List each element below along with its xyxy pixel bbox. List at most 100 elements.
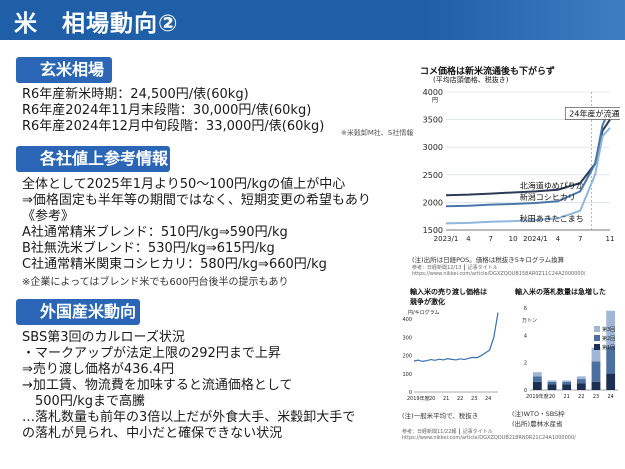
chart3-ytick-label: 4 xyxy=(524,333,527,339)
chart1-ytick-label: 3000 xyxy=(423,143,443,152)
chart1-series-label: 秋田あきたこまち xyxy=(520,213,584,223)
chart1-ytick-label: 1500 xyxy=(423,226,443,235)
chart1-annotation-box xyxy=(564,107,620,120)
price-up-line: C社通常精米関東コシヒカリ：580円/kg⇒660円/kg xyxy=(22,257,327,272)
chart1-xtick-label: 2024/1 xyxy=(523,235,548,243)
chart3-bar-segment xyxy=(532,376,542,382)
chart1-ylabel: 円 xyxy=(432,97,438,104)
foreign-line: ・マークアップが法定上限の292円まで上昇 xyxy=(22,346,281,361)
chart3-bar-segment xyxy=(606,310,616,347)
chart2-source: (注)一般米平均で、税抜き xyxy=(402,412,479,420)
section-label-foreign: 外国産米動向 xyxy=(16,299,140,325)
chart3-ylabel: 万トン xyxy=(522,318,537,324)
chart1-xtick-label: 10 xyxy=(509,235,518,243)
genmai-source-note: ※米穀卸M社、S社情報 xyxy=(341,129,414,137)
chart3-bar-segment xyxy=(606,346,616,374)
price-up-line: 全体として2025年1月より50～100円/kgの値上が中心 xyxy=(22,177,346,192)
section-label-price-up: 各社値上参考情報 xyxy=(16,146,170,172)
chart1-plot: 4000 3500 3000 2500 2000 1500 円 2023/1 4 7 10 2024/… xyxy=(423,88,620,243)
chart3-footer: 参考：日経新聞11/22報 ┃ 記事タイトル https://www.nikke… xyxy=(402,429,576,441)
chart3-bar-segment xyxy=(591,381,601,390)
chart2-ytick-label: 0 xyxy=(409,390,412,396)
chart3-legend-label: 第2回 xyxy=(602,335,615,342)
chart2-title: 輸入米の売り渡し価格は 競争が激化 xyxy=(410,288,487,306)
foreign-line: …落札数量も前年の3倍以上だが外食大手、米穀卸大手で xyxy=(22,410,356,425)
chart1-xtick-label: 7 xyxy=(578,235,582,243)
chart1-subtitle: (平均店頭価格、税抜き) xyxy=(433,76,509,84)
chart3-bar-segment xyxy=(562,380,572,382)
chart3-legend-swatch xyxy=(594,335,600,341)
foreign-line: SBS第3回のカルローズ状況 xyxy=(22,330,185,345)
chart2-ytick-label: 100 xyxy=(402,372,412,378)
chart1-xtick-label: 2023/1 xyxy=(434,235,459,243)
chart1-xtick-label: 7 xyxy=(488,235,492,243)
chart3-bar-segment xyxy=(562,384,572,390)
chart3-legend-swatch xyxy=(594,344,600,350)
chart1-xtick-label: 4 xyxy=(556,235,561,243)
chart2-xtick-label: 21 xyxy=(443,396,449,402)
genmai-line: R6年産新米時期：24,500円/俵(60kg) xyxy=(22,87,249,102)
chart1-annotation: 24年産が流通 xyxy=(569,108,619,118)
chart1-series-line xyxy=(445,127,611,225)
chart1-ytick-label: 2500 xyxy=(423,171,443,180)
chart3-xtick-label: 21 xyxy=(563,394,569,400)
chart2-xtick-label: 22 xyxy=(457,396,463,402)
genmai-line: R6年産2024年11月末段階：30,000円/俵(60kg) xyxy=(22,103,312,118)
chart3-bar-segment xyxy=(576,379,586,384)
chart3-bar-segment xyxy=(532,372,542,377)
genmai-text: R6年産新米時期：24,500円/俵(60kg) R6年産2024年11月末段階… xyxy=(22,87,324,135)
chart1-series-label: 新潟コシヒカリ xyxy=(520,192,576,202)
chart1-series-line xyxy=(445,108,611,208)
chart2-ytick-label: 400 xyxy=(402,317,412,323)
price-up-note: ※企業によってはブレンド米でも600円台後半の提示もあり xyxy=(22,277,289,288)
chart3-bar-segment xyxy=(606,373,616,390)
chart3-source: (注)WTO・SBS枠 (出所)農林水産省 xyxy=(512,410,565,428)
chart1-ytick-label: 3500 xyxy=(423,116,443,125)
chart2-ytick-label: 300 xyxy=(402,335,412,341)
price-up-line: B社無洗米ブレンド：530円/kg⇒615円/kg xyxy=(22,241,275,256)
chart2-xtick-label: 20 xyxy=(429,396,435,402)
price-up-line: A社通常精米ブレンド：510円/kg⇒590円/kg xyxy=(22,225,288,240)
chart3-xtick-label: 22 xyxy=(578,394,584,400)
chart3-bar-segment xyxy=(591,361,601,382)
foreign-line: の落札が見られ、中小だと確保できない状況 xyxy=(22,426,283,441)
chart3-ytick-label: 0 xyxy=(524,388,527,394)
chart3-bar-segment xyxy=(562,381,572,385)
chart1-ytick-label: 4000 xyxy=(423,88,443,97)
chart3-legend-label: 第3回 xyxy=(602,326,615,333)
chart2-xtick-label: 23 xyxy=(471,396,477,402)
foreign-line: 500円/kgまで高騰 xyxy=(22,394,145,409)
chart1-xtick-label: 4 xyxy=(466,235,471,243)
chart3-xtick-label: 2019年度 xyxy=(526,393,549,400)
chart3-xtick-label: 20 xyxy=(549,394,555,400)
page-title: 米 相場動向② xyxy=(14,11,179,37)
chart2-ytick-label: 200 xyxy=(402,354,412,360)
chart1-xtick-label: 11 xyxy=(606,235,615,243)
chart2-xtick-label: 24 xyxy=(485,396,491,402)
chart3-ytick-label: 6 xyxy=(524,306,527,312)
chart1-title: コメ価格は新米流通後も下がらず xyxy=(420,67,555,77)
title-bar: 米 相場動向② xyxy=(0,0,625,40)
chart3-bar-segment xyxy=(547,381,557,385)
chart1-source: (注)出所は日経POS。価格は税抜き5キログラム換算 xyxy=(412,256,565,264)
foreign-line: ⇒売り渡し価格が436.4円 xyxy=(22,362,175,377)
chart3-bar-segment xyxy=(591,347,601,362)
chart3-bar-segment xyxy=(532,381,542,390)
title-bar-gradient xyxy=(425,0,625,40)
chart3-xtick-label: 24 xyxy=(607,394,613,400)
chart3-legend-swatch xyxy=(594,326,600,332)
genmai-line: R6年産2024年12月中旬段階：33,000円/俵(60kg) xyxy=(22,119,325,134)
foreign-line: →加工賃、物流費を加味すると流通価格として xyxy=(22,378,293,393)
chart3-bar-segment xyxy=(547,384,557,390)
chart2-ylabel: 円/キログラム xyxy=(408,309,440,316)
chart1-series-label: 北海道ゆめぴりか xyxy=(520,180,584,190)
chart3-bar-segment xyxy=(576,376,586,380)
price-up-text: 全体として2025年1月より50～100円/kgの値上が中心 ⇒価格固定も半年等… xyxy=(22,177,371,273)
chart3-title: 輸入米の落札数量は急増した xyxy=(515,288,606,296)
price-up-line: 《参考》 xyxy=(22,209,75,224)
price-up-line: ⇒価格固定も半年等の期間ではなく、短期変更の希望もあり xyxy=(22,193,371,208)
chart3-legend-label: 第1回 xyxy=(602,344,615,351)
chart2-xtick-label: 2019年度 xyxy=(407,395,430,402)
